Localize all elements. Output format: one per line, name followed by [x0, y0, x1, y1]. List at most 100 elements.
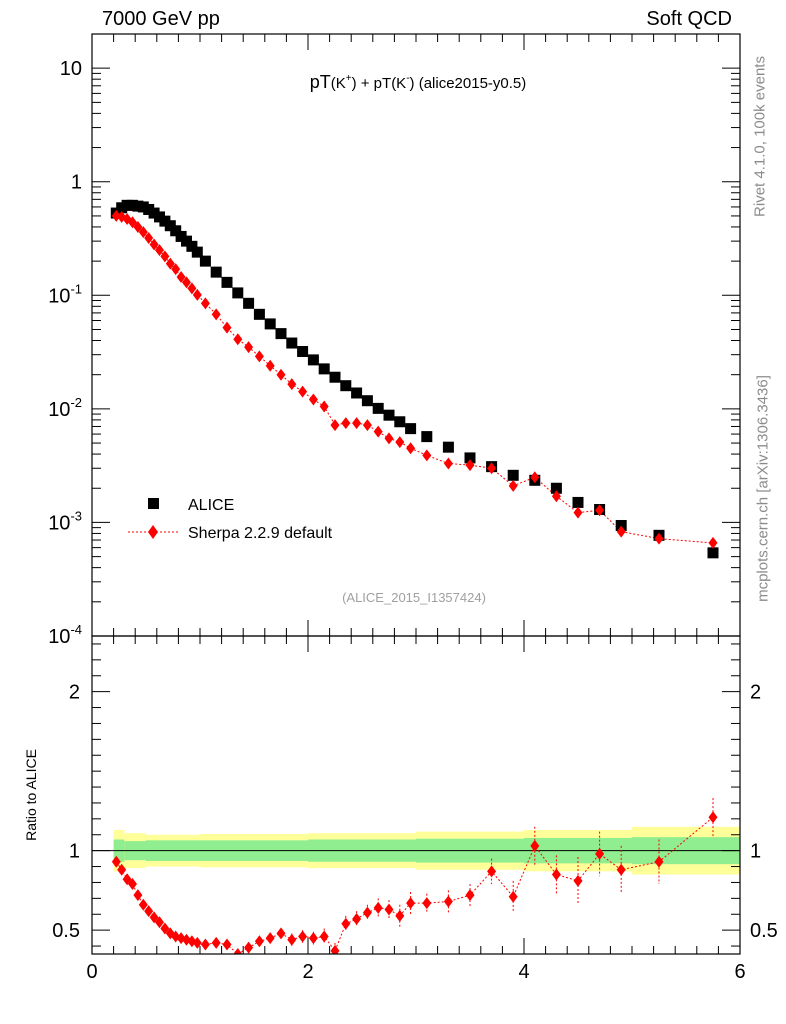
ratio-point — [128, 878, 137, 891]
sherpa-point — [122, 212, 132, 225]
alice-point — [442, 441, 454, 453]
main-y-tick-labels: 10-4 10-3 10-2 10-1 1 10 — [48, 58, 82, 648]
sherpa-point — [155, 244, 164, 257]
ratio-y-tick-label-right: 0.5 — [750, 920, 778, 942]
ratio-point — [192, 936, 202, 949]
sherpa-point — [211, 308, 221, 321]
main-frame — [91, 33, 741, 637]
ratio-point — [384, 903, 394, 916]
rivet-version-label: Rivet 4.1.0, 100k events — [751, 56, 769, 217]
main-y-tick-label: 10 — [60, 58, 82, 80]
alice-point — [210, 266, 222, 278]
ratio-point — [487, 865, 497, 878]
main-series — [110, 199, 719, 559]
ratio-point — [144, 905, 154, 918]
sherpa-point — [330, 419, 340, 432]
sherpa-point — [352, 417, 362, 430]
ratio-y-tick-label: 1 — [69, 841, 80, 863]
alice-point — [405, 423, 417, 435]
x-tick-label: 2 — [302, 961, 313, 983]
ratio-y-tick-label-right: 2 — [750, 682, 761, 704]
ratio-point — [308, 932, 318, 945]
sherpa-point — [254, 350, 264, 363]
sherpa-point — [443, 457, 453, 470]
alice-point — [361, 395, 373, 407]
ratio-point — [233, 948, 243, 954]
sherpa-point — [133, 220, 143, 233]
main-y-tick-label: 10-4 — [48, 622, 82, 648]
alice-point — [275, 328, 287, 340]
ratio-point — [508, 890, 518, 903]
main-ticks — [91, 33, 741, 637]
legend: ALICE Sherpa 2.2.9 default — [128, 497, 333, 542]
ratio-y-tick-label: 2 — [69, 682, 80, 704]
analysis-watermark: (ALICE_2015_I1357424) — [342, 590, 486, 605]
alice-point — [507, 469, 519, 481]
ratio-point — [573, 874, 583, 887]
alice-point — [318, 363, 330, 375]
sherpa-point — [111, 209, 121, 222]
sherpa-point — [395, 436, 405, 449]
ratio-point — [551, 868, 561, 881]
category-label: Soft QCD — [646, 8, 732, 30]
sherpa-point — [182, 276, 191, 289]
sherpa-point — [308, 393, 318, 406]
main-y-tick-label: 1 — [71, 172, 82, 194]
ratio-series — [111, 798, 718, 954]
ratio-point — [155, 916, 164, 929]
ratio-point — [422, 897, 432, 910]
ratio-point — [254, 935, 264, 948]
ratio-y-axis-label: Ratio to ALICE — [23, 749, 39, 841]
alice-point — [199, 255, 211, 267]
main-y-tick-label: 10-1 — [48, 281, 82, 307]
ratio-point — [276, 927, 286, 940]
x-tick-label: 0 — [86, 961, 97, 983]
sherpa-point — [530, 471, 540, 484]
alice-point — [186, 240, 198, 252]
ratio-point — [530, 839, 540, 852]
alice-point — [264, 318, 276, 330]
sherpa-point — [265, 359, 275, 372]
alice-point — [170, 225, 182, 237]
ratio-point — [111, 855, 121, 868]
ratio-point — [319, 930, 329, 943]
ratio-point — [200, 938, 210, 951]
main-y-tick-label: 10-2 — [48, 395, 82, 421]
sherpa-point — [595, 504, 605, 517]
sherpa-point — [406, 442, 416, 455]
sherpa-point — [616, 525, 626, 538]
ratio-point — [222, 938, 232, 951]
ratio-y-tick-label-right: 1 — [750, 841, 761, 863]
x-tick-labels: 0 2 4 6 — [86, 961, 745, 983]
sherpa-point — [487, 462, 497, 475]
sherpa-point — [276, 368, 286, 381]
mcplots-label: mcplots.cern.ch [arXiv:1306.3436] — [754, 375, 772, 602]
ratio-point — [373, 901, 383, 914]
alice-point — [615, 519, 627, 531]
ratio-point — [265, 932, 275, 945]
sherpa-point — [171, 263, 181, 276]
sherpa-point — [319, 400, 329, 413]
alice-point — [394, 416, 406, 428]
sherpa-point — [422, 449, 432, 462]
ratio-point — [133, 889, 143, 902]
ratio-point — [352, 913, 362, 926]
sherpa-point — [176, 270, 186, 283]
ratio-point — [654, 855, 664, 868]
ratio-point — [330, 944, 340, 954]
alice-point — [253, 308, 265, 320]
ratio-point — [708, 811, 718, 824]
ratio-ticks — [91, 636, 741, 954]
ratio-point — [465, 889, 475, 902]
ratio-point — [298, 930, 308, 943]
ratio-point — [287, 933, 297, 946]
ratio-point — [122, 873, 132, 886]
sherpa-point — [573, 506, 583, 519]
ratio-y-tick-label: 0.5 — [52, 920, 80, 942]
plot-title: pT(K+) + pT(K-) (alice2015-y0.5) — [310, 72, 527, 92]
legend-label-sherpa: Sherpa 2.2.9 default — [188, 525, 333, 542]
ratio-point — [443, 895, 453, 908]
alice-point — [372, 402, 384, 414]
ratio-point — [244, 941, 254, 954]
ratio-point — [117, 863, 127, 876]
